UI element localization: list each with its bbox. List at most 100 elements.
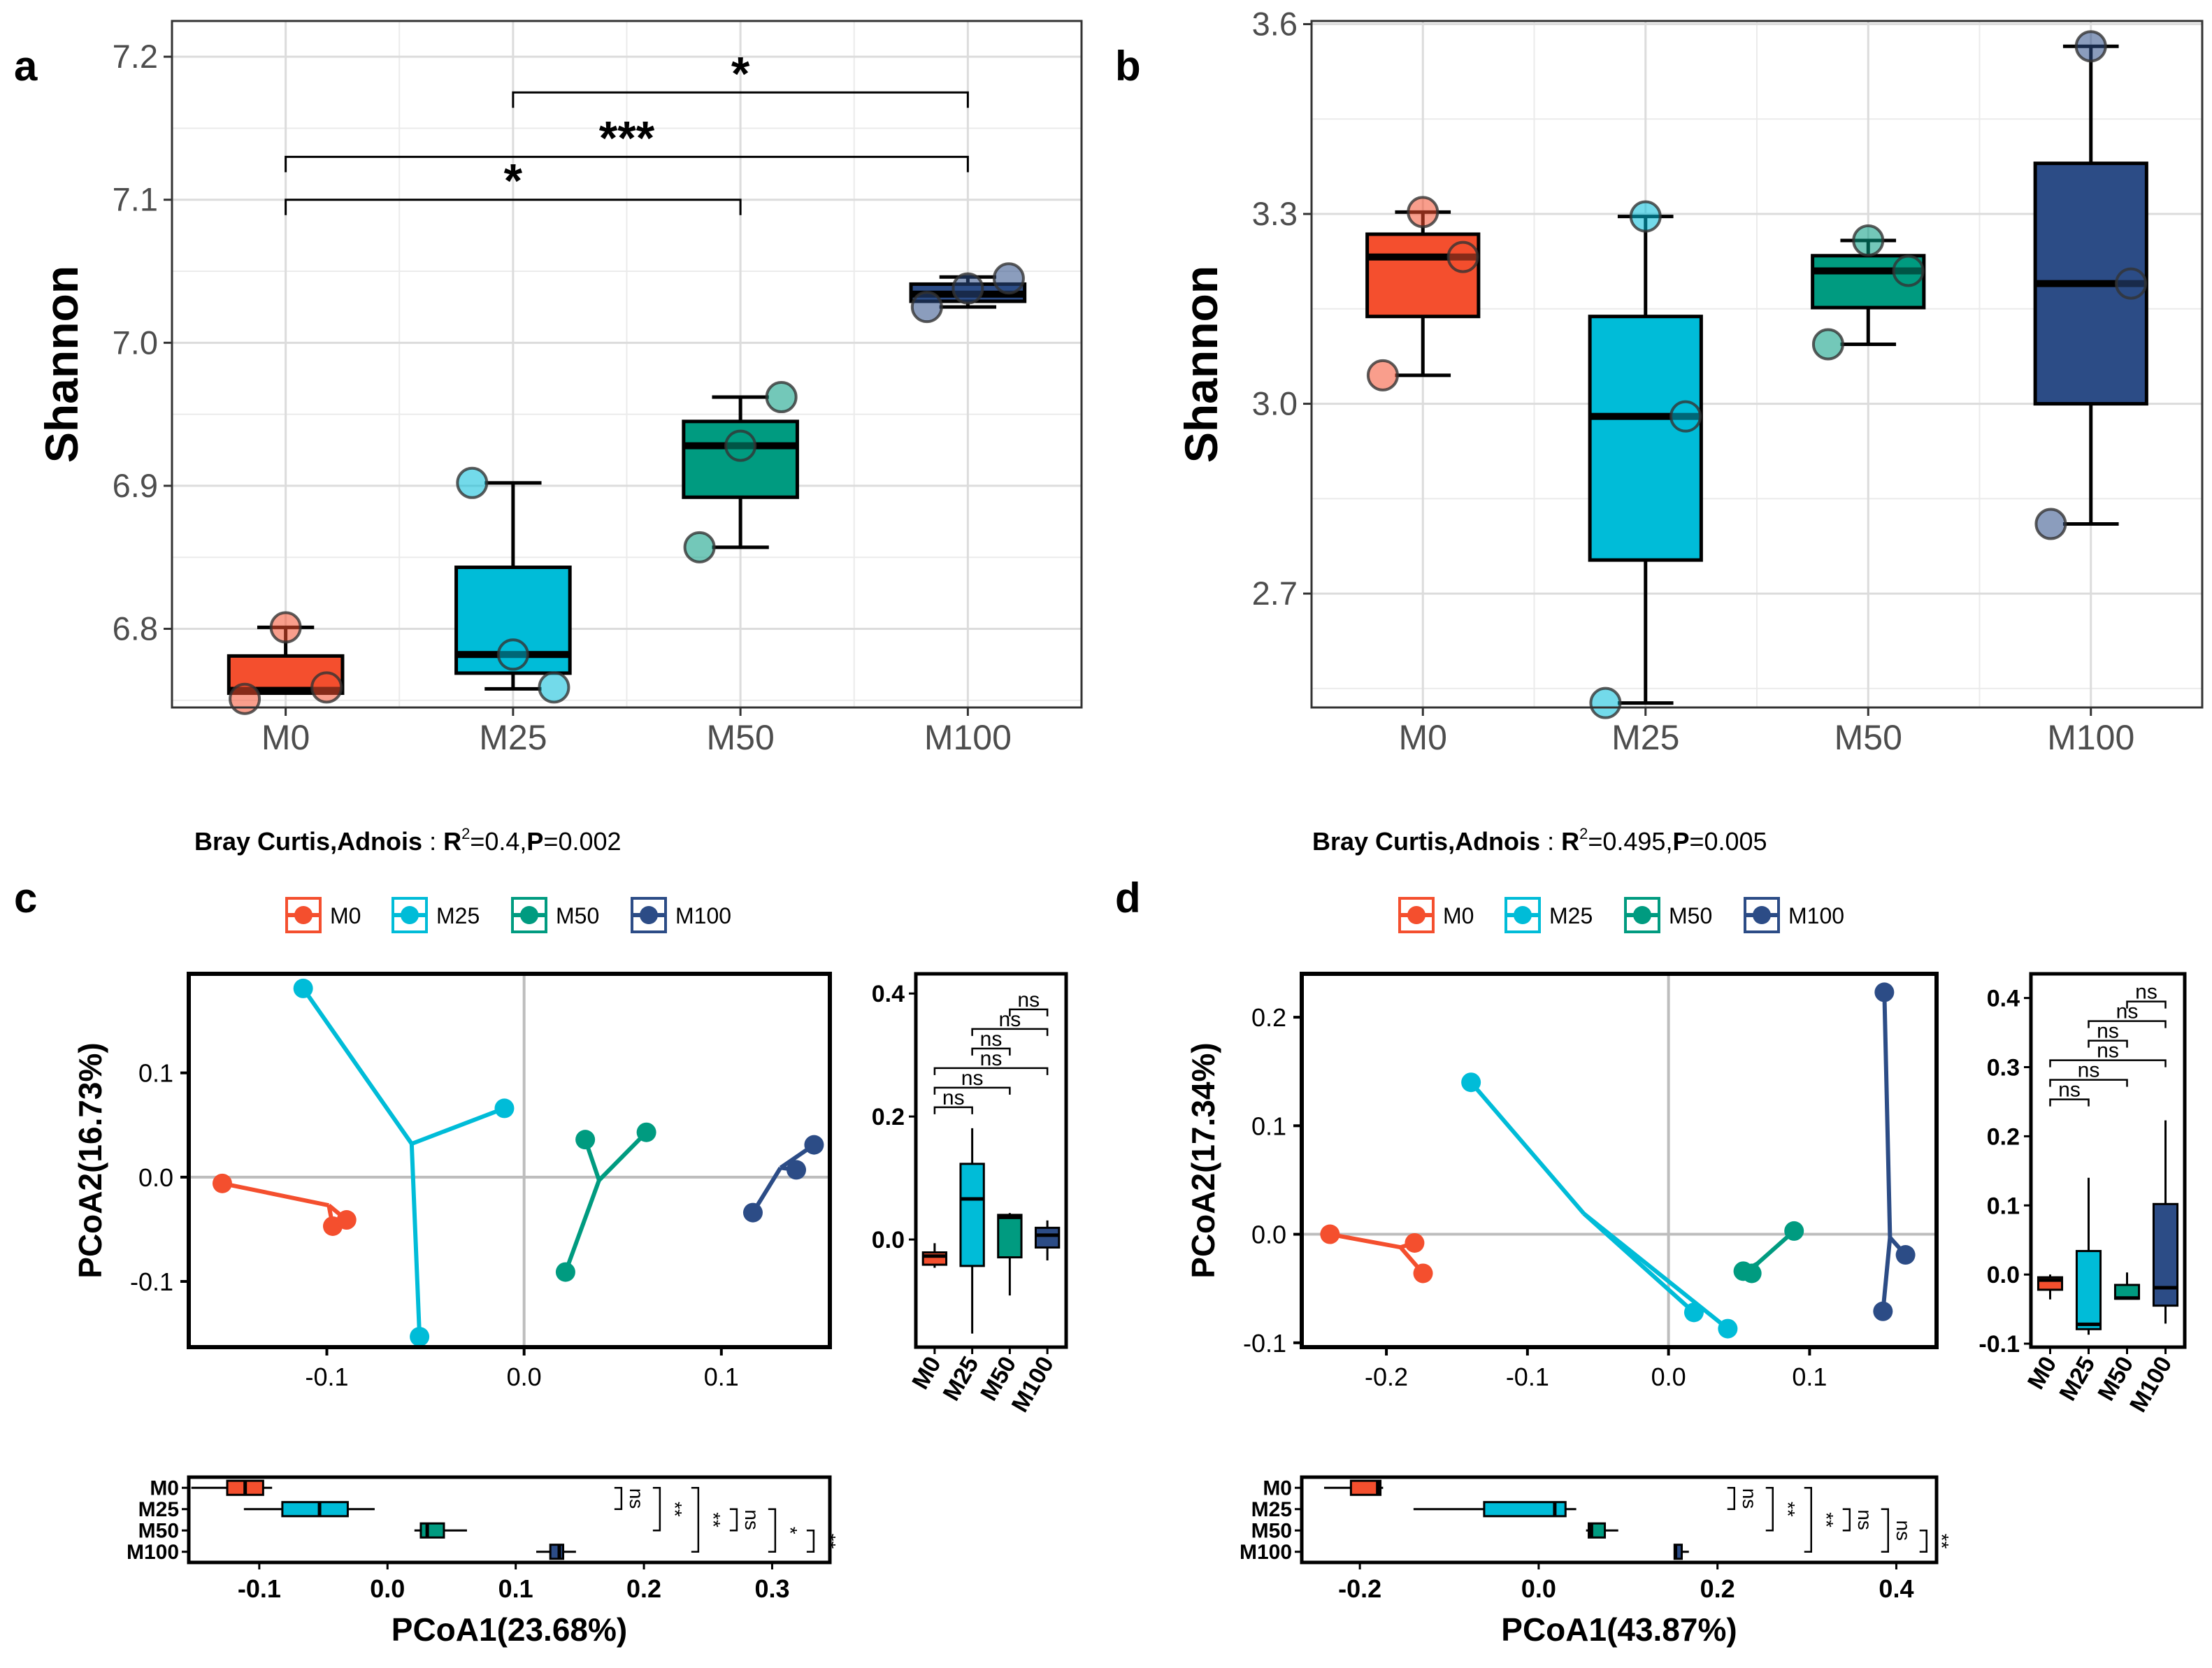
legend-d: M0 M25 M50 M100 (1398, 897, 1844, 933)
legend-label-M0: M0 (1443, 903, 1474, 928)
y-tick-label: 6.8 (113, 610, 158, 647)
panel-border (1300, 972, 1939, 1349)
x-tick-label: 0.0 (370, 1574, 405, 1603)
significance-bracket (1727, 1487, 1735, 1510)
significance-bracket (614, 1487, 623, 1510)
data-point (2074, 30, 2107, 63)
box-M50 (419, 1522, 445, 1539)
x-tick-label: 0.1 (704, 1363, 739, 1391)
significance-bracket (1804, 1487, 1812, 1553)
data-point (310, 671, 343, 704)
legend-label-M0: M0 (330, 903, 361, 928)
data-point-M50 (555, 1262, 575, 1282)
y-tick-label: M0 (1263, 1476, 1292, 1500)
panel-d-subtitle: Bray Curtis,Adnois : R2=0.495,P=0.005 (1312, 825, 1767, 856)
spider-line-M50 (597, 1130, 648, 1182)
y-tick-label: 0.1 (1251, 1112, 1286, 1140)
box-M100 (549, 1544, 565, 1560)
x-tick-label: 0.0 (1651, 1363, 1686, 1391)
y-tick-label: 0.1 (1987, 1193, 2020, 1219)
y-tick-label: M25 (138, 1498, 179, 1521)
significance-label: ns (1854, 1509, 1876, 1530)
y-tick-label: 0.2 (1251, 1003, 1286, 1032)
panel-border (1310, 20, 2204, 709)
significance-bracket (2088, 1020, 2167, 1028)
data-point (2115, 267, 2148, 300)
x-tick-label: M100 (924, 718, 1012, 757)
significance-bracket (1765, 1487, 1774, 1532)
data-point (1852, 224, 1885, 257)
box-M100 (1034, 1226, 1061, 1249)
y-axis-title: PCoA2(16.73%) (72, 1042, 108, 1278)
data-point (1366, 359, 1399, 391)
significance-bracket (285, 199, 742, 215)
data-point (951, 272, 984, 305)
significance-label: ns (741, 1509, 763, 1530)
r2-superscript: 2 (1579, 825, 1588, 842)
x-tick-label: M0 (1399, 718, 1447, 757)
significance-label: ns (942, 1086, 965, 1109)
x-tick-label: M25 (1611, 718, 1679, 757)
significance-label: ns (1739, 1488, 1760, 1509)
y-tick-label: 2.7 (1252, 575, 1298, 612)
x-tick-label: 0.1 (1792, 1363, 1827, 1391)
legend-key-point (294, 906, 313, 924)
data-point (229, 682, 261, 715)
data-point (269, 611, 302, 644)
significance-bracket (971, 1028, 1049, 1036)
y-tick-label: M0 (150, 1476, 179, 1500)
y-axis-title: Shannon (1175, 266, 1227, 463)
data-point-M100 (1874, 982, 1895, 1002)
x-tick-label: M25 (479, 718, 547, 757)
data-point-M50 (636, 1122, 656, 1142)
legend-label-M25: M25 (1549, 903, 1593, 928)
significance-label: ** (664, 1502, 686, 1517)
box-M0 (1349, 1479, 1382, 1496)
y-tick-label: 3.0 (1252, 385, 1298, 422)
significance-label: ns (2078, 1059, 2100, 1082)
data-point-M25 (410, 1327, 430, 1347)
significance-label: ns (2097, 1040, 2119, 1063)
significance-bracket (729, 1508, 738, 1532)
panel-d-chart: -0.2 -0.1 0.0 0.1 -0.1 0.0 0.1 0.2 PCoA2(17.34%)… (1185, 972, 2187, 1648)
spider-line-M100 (1881, 1237, 1893, 1312)
x-tick-label: M0 (2023, 1352, 2062, 1394)
x-tick-label: 0.2 (626, 1574, 661, 1603)
data-point (1669, 400, 1702, 433)
legend-label-M25: M25 (436, 903, 480, 928)
panel-letter-d: d (1115, 875, 1141, 921)
x-tick-label: -0.2 (1338, 1574, 1381, 1603)
data-point-M100 (742, 1202, 763, 1223)
p-label: P (526, 827, 543, 856)
y-tick-label: 0.0 (138, 1163, 173, 1192)
significance-label: ** (1777, 1502, 1799, 1517)
significance-bracket (2049, 1059, 2167, 1067)
y-tick-label: 0.4 (1987, 986, 2020, 1012)
legend-key-point (1633, 906, 1651, 924)
legend-label-M100: M100 (675, 903, 731, 928)
data-point (1629, 200, 1662, 233)
data-point-M50 (1741, 1263, 1762, 1284)
box-M50 (997, 1214, 1023, 1259)
y-tick-label: 0.4 (872, 981, 905, 1007)
significance-label: ns (2135, 981, 2157, 1004)
panel-border (187, 972, 832, 1349)
significance-bracket (2049, 1098, 2090, 1107)
significance-bracket (2088, 1040, 2128, 1048)
side-panel-border (2029, 972, 2187, 1349)
x-tick-label: M50 (706, 718, 774, 757)
significance-bracket (1919, 1530, 1927, 1553)
x-tick-label: 0.4 (1879, 1574, 1913, 1603)
significance-label: ns (2058, 1079, 2081, 1102)
data-point-M25 (1683, 1302, 1704, 1323)
spider-line-M0 (222, 1181, 329, 1208)
panel-letter-c: c (14, 875, 37, 921)
panel-border (171, 20, 1083, 709)
data-point (496, 638, 529, 671)
significance-bracket (1881, 1508, 1889, 1553)
panel-letter-b: b (1115, 43, 1141, 89)
box-M25 (2075, 1250, 2102, 1330)
x-tick-label: 0.0 (1521, 1574, 1556, 1603)
